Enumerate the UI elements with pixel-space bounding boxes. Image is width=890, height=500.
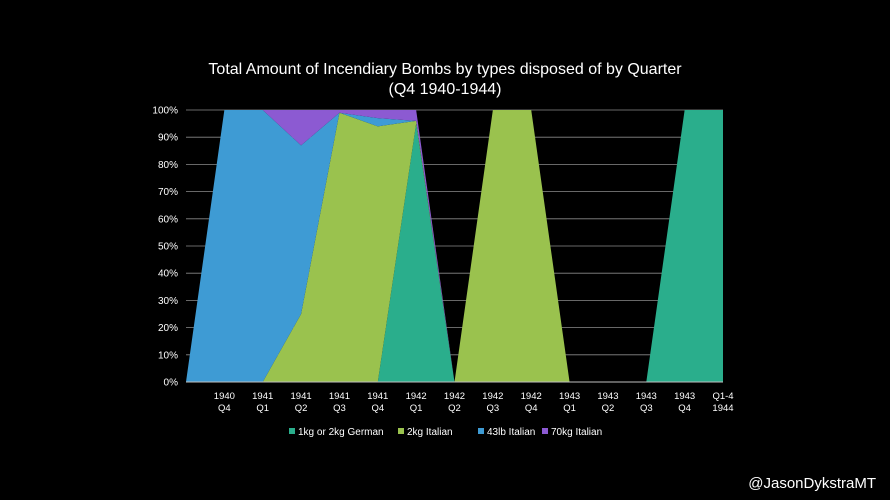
chart-title: Total Amount of Incendiary Bombs by type… [208, 61, 682, 78]
area-2kg-italian [186, 110, 723, 382]
x-tick-label: 1943 Q2 [597, 391, 618, 414]
y-tick-label: 10% [158, 350, 178, 361]
x-tick-label: 1941 Q4 [367, 391, 388, 414]
legend-swatch [398, 428, 404, 434]
y-tick-label: 30% [158, 296, 178, 307]
author-credit: @JasonDykstraMT [748, 475, 876, 492]
x-tick-label: 1942 Q3 [482, 391, 503, 414]
y-tick-label: 90% [158, 133, 178, 144]
y-tick-label: 70% [158, 187, 178, 198]
legend: 1kg or 2kg German 2kg Italian 43lb Italian… [289, 427, 602, 438]
x-tick-labels: 1940 Q4 1941 Q1 1941 Q2 1941 Q3 1941 Q4 1942 Q1 1942… [214, 391, 734, 414]
legend-swatch [542, 428, 548, 434]
area-43lb-italian [186, 110, 723, 382]
x-tick-label: 1942 Q1 [406, 391, 427, 414]
legend-label: 1kg or 2kg German [298, 427, 384, 438]
y-tick-label: 60% [158, 214, 178, 225]
x-tick-label: 1943 Q1 [559, 391, 580, 414]
x-tick-label: 1942 Q4 [521, 391, 542, 414]
x-tick-label: 1943 Q3 [636, 391, 657, 414]
y-tick-label: 40% [158, 269, 178, 280]
x-tick-label: 1940 Q4 [214, 391, 235, 414]
x-tick-label: 1942 Q2 [444, 391, 465, 414]
x-tick-label: Q1-4 1944 [712, 391, 733, 414]
area-series-group [186, 110, 723, 382]
legend-swatch [289, 428, 295, 434]
y-tick-label: 80% [158, 160, 178, 171]
x-tick-label: 1941 Q1 [252, 391, 273, 414]
y-tick-label: 20% [158, 323, 178, 334]
chart-subtitle: (Q4 1940-1944) [389, 81, 502, 98]
y-tick-label: 50% [158, 242, 178, 253]
y-tick-label: 100% [152, 106, 178, 117]
y-tick-labels: 0% 10% 20% 30% 40% 50% 60% 70% 80% 90% 100% [152, 106, 178, 389]
x-tick-label: 1941 Q2 [291, 391, 312, 414]
x-tick-label: 1943 Q4 [674, 391, 695, 414]
y-tick-label: 0% [164, 378, 179, 389]
legend-label: 70kg Italian [551, 427, 602, 438]
area-1kg-or-2kg-german [186, 110, 723, 382]
x-tick-label: 1941 Q3 [329, 391, 350, 414]
legend-swatch [478, 428, 484, 434]
legend-label: 43lb Italian [487, 427, 535, 438]
legend-label: 2kg Italian [407, 427, 453, 438]
